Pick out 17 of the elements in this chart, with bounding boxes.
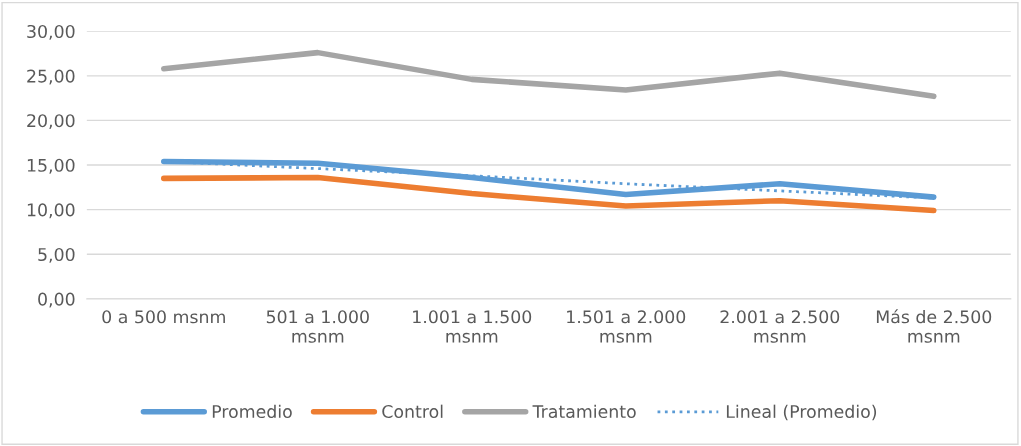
legend-label: Tratamiento xyxy=(532,404,636,419)
x-tick-label: 2.001 a 2.500 msnm xyxy=(720,310,840,343)
legend-label: Promedio xyxy=(212,404,292,419)
x-tick-label: Más de 2.500 msnm xyxy=(876,309,992,343)
x-tick-label: 1.501 a 2.000 msnm xyxy=(567,310,686,343)
y-tick-label: 10,00 xyxy=(27,203,75,219)
y-tick-label: 15,00 xyxy=(27,158,75,174)
legend-label: Lineal (Promedio) xyxy=(726,404,877,421)
y-tick-label: 5,00 xyxy=(38,247,75,263)
y-tick-label: 20,00 xyxy=(27,114,75,130)
y-tick-label: 0,00 xyxy=(38,292,75,308)
x-tick-label: 501 a 1.000 msnm xyxy=(266,310,369,343)
x-tick-label: 0 a 500 msnm xyxy=(102,310,225,324)
legend-label: Control xyxy=(382,404,443,419)
y-tick-label: 25,00 xyxy=(27,69,75,85)
x-tick-label: 1.001 a 1.500 msnm xyxy=(413,310,532,343)
y-tick-label: 30,00 xyxy=(27,24,75,40)
